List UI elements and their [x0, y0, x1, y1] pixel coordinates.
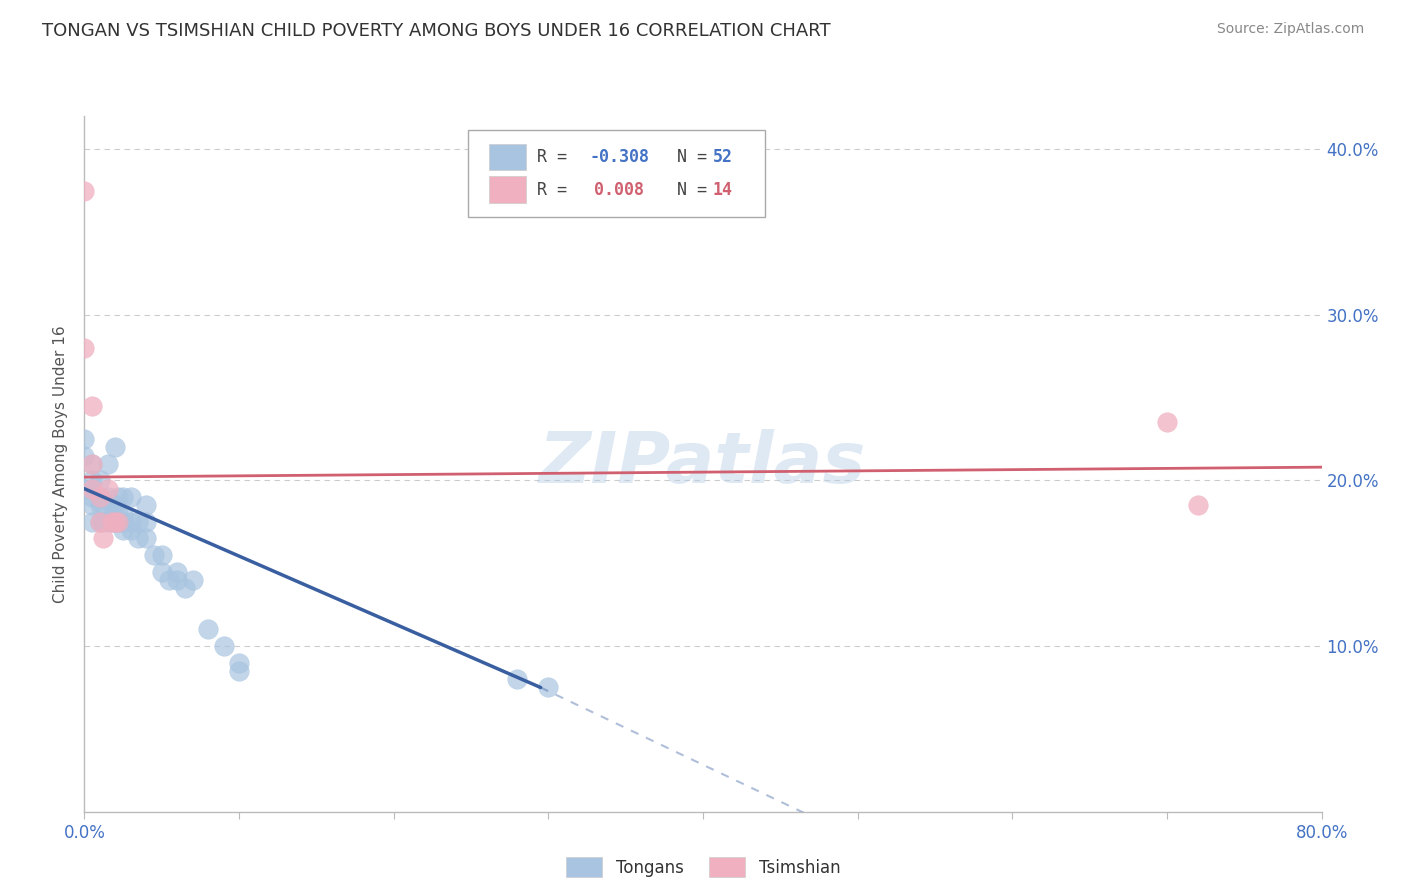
Bar — [489, 144, 526, 170]
Point — [112, 490, 135, 504]
Y-axis label: Child Poverty Among Boys Under 16: Child Poverty Among Boys Under 16 — [53, 325, 69, 603]
Point — [82, 457, 104, 471]
Point — [128, 532, 150, 546]
Point — [107, 507, 129, 521]
Point — [73, 184, 96, 198]
Point — [197, 623, 219, 637]
Point — [107, 490, 129, 504]
Point — [104, 498, 127, 512]
Point — [537, 681, 560, 695]
Point — [82, 515, 104, 529]
Point — [82, 490, 104, 504]
Point — [101, 515, 124, 529]
FancyBboxPatch shape — [468, 130, 765, 217]
Point — [143, 548, 166, 562]
Point — [159, 573, 181, 587]
Point — [228, 664, 250, 678]
Point — [82, 482, 104, 496]
Point — [104, 515, 127, 529]
Point — [135, 532, 157, 546]
Point — [135, 498, 157, 512]
Text: R =: R = — [537, 181, 578, 199]
Point — [89, 474, 111, 488]
Point — [135, 515, 157, 529]
Text: R =: R = — [537, 148, 578, 166]
Point — [97, 482, 120, 496]
Point — [104, 515, 127, 529]
Point — [120, 515, 142, 529]
Point — [73, 341, 96, 355]
Text: 52: 52 — [713, 148, 733, 166]
Point — [97, 457, 120, 471]
Point — [91, 515, 114, 529]
Point — [97, 490, 120, 504]
Point — [89, 515, 111, 529]
Point — [73, 449, 96, 463]
Text: -0.308: -0.308 — [589, 148, 650, 166]
Point — [82, 457, 104, 471]
Point — [89, 515, 111, 529]
Text: N =: N = — [657, 148, 717, 166]
Point — [82, 482, 104, 496]
Point — [82, 474, 104, 488]
Point — [97, 515, 120, 529]
Point — [1187, 498, 1209, 512]
Point — [150, 548, 173, 562]
Point — [89, 490, 111, 504]
Point — [166, 565, 188, 579]
Point — [73, 482, 96, 496]
Point — [166, 573, 188, 587]
Point — [174, 581, 197, 595]
Text: TONGAN VS TSIMSHIAN CHILD POVERTY AMONG BOYS UNDER 16 CORRELATION CHART: TONGAN VS TSIMSHIAN CHILD POVERTY AMONG … — [42, 22, 831, 40]
Point — [82, 399, 104, 413]
Point — [89, 490, 111, 504]
Point — [181, 573, 204, 587]
Point — [82, 498, 104, 512]
Text: 0.008: 0.008 — [595, 181, 644, 199]
Point — [506, 672, 529, 686]
Text: N =: N = — [657, 181, 717, 199]
Point — [91, 532, 114, 546]
Point — [128, 515, 150, 529]
Point — [112, 515, 135, 529]
Point — [228, 656, 250, 670]
Point — [89, 498, 111, 512]
Point — [104, 440, 127, 454]
Legend: Tongans, Tsimshian: Tongans, Tsimshian — [560, 851, 846, 883]
Point — [73, 432, 96, 446]
Point — [101, 498, 124, 512]
Text: Source: ZipAtlas.com: Source: ZipAtlas.com — [1216, 22, 1364, 37]
Point — [91, 498, 114, 512]
Point — [107, 515, 129, 529]
Point — [112, 523, 135, 537]
Point — [120, 490, 142, 504]
Point — [101, 515, 124, 529]
Point — [212, 639, 235, 653]
Bar — [489, 177, 526, 203]
Point — [112, 507, 135, 521]
Point — [107, 515, 129, 529]
Point — [120, 523, 142, 537]
Text: 14: 14 — [713, 181, 733, 199]
Point — [1156, 416, 1178, 430]
Text: ZIPatlas: ZIPatlas — [540, 429, 866, 499]
Point — [150, 565, 173, 579]
